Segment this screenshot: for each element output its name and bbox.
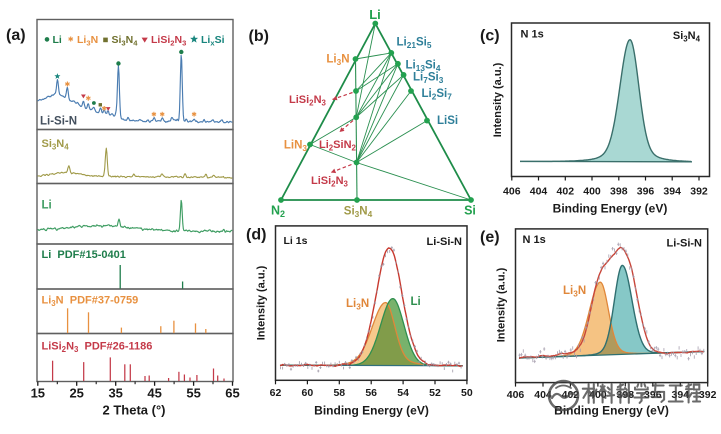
svg-text:Li PDF#15-0401: Li PDF#15-0401 (42, 249, 126, 261)
svg-text:Li-Si-N: Li-Si-N (667, 238, 702, 250)
svg-text:402: 402 (557, 186, 575, 198)
svg-text:Si3​N4​: Si3​N4​ (112, 34, 139, 48)
svg-text:35: 35 (108, 386, 122, 401)
svg-text:62: 62 (270, 387, 282, 399)
svg-text:406: 406 (503, 186, 521, 198)
svg-text:400: 400 (583, 186, 601, 198)
svg-text:55: 55 (186, 386, 200, 401)
svg-text:LiSi2​N3​: LiSi2​N3​ (151, 34, 186, 48)
svg-text:(a): (a) (6, 27, 26, 44)
svg-text:Li3​N: Li3​N (326, 54, 349, 68)
svg-text:Binding Energy (eV): Binding Energy (eV) (554, 404, 669, 418)
svg-text:(d): (d) (246, 227, 266, 244)
svg-text:LiSi2​N3​ PDF#26-1186: LiSi2​N3​ PDF#26-1186 (42, 341, 153, 355)
svg-text:Lix​Si: Lix​Si (201, 34, 225, 48)
svg-text:396: 396 (644, 389, 662, 401)
svg-text:Li13​Si4​: Li13​Si4​ (406, 60, 441, 74)
svg-text:Intensity (a.u.): Intensity (a.u.) (496, 267, 508, 342)
svg-text:Li21​Si5​: Li21​Si5​ (397, 37, 432, 51)
svg-text:45: 45 (147, 386, 161, 401)
svg-text:Li3​N PDF#37-0759: Li3​N PDF#37-0759 (42, 295, 139, 309)
svg-text:Li 1s: Li 1s (284, 235, 308, 247)
svg-text:392: 392 (690, 186, 708, 198)
svg-text:N 1s: N 1s (523, 234, 546, 246)
svg-text:56: 56 (365, 387, 377, 399)
svg-text:404: 404 (530, 186, 548, 198)
svg-text:398: 398 (610, 186, 628, 198)
svg-text:(c): (c) (480, 28, 500, 45)
svg-text:(b): (b) (249, 28, 269, 45)
svg-text:Si3​N4​: Si3​N4​ (42, 138, 70, 152)
svg-text:65: 65 (225, 386, 239, 401)
svg-text:396: 396 (637, 186, 655, 198)
svg-text:52: 52 (429, 387, 441, 399)
svg-text:394: 394 (663, 186, 681, 198)
svg-text:Li: Li (42, 200, 52, 212)
svg-text:60: 60 (302, 387, 314, 399)
svg-text:Intensity (a.u.): Intensity (a.u.) (256, 265, 268, 340)
svg-text:Li7​Si3​: Li7​Si3​ (413, 72, 444, 86)
svg-text:Li-Si-N: Li-Si-N (40, 116, 77, 128)
svg-text:Li3​N: Li3​N (563, 285, 586, 299)
svg-text:Li: Li (369, 7, 381, 22)
svg-text:Li3​N: Li3​N (346, 298, 369, 312)
svg-text:2 Theta (°): 2 Theta (°) (103, 403, 166, 418)
svg-text:LiSi: LiSi (437, 115, 458, 127)
svg-text:58: 58 (333, 387, 345, 399)
svg-text:N 1s: N 1s (521, 29, 544, 41)
svg-text:50: 50 (461, 387, 473, 399)
svg-text:Binding Energy (eV): Binding Energy (eV) (553, 202, 668, 216)
svg-text:LiSi2​N3​: LiSi2​N3​ (289, 94, 327, 108)
svg-text:LiN3​: LiN3​ (284, 140, 308, 154)
svg-text:404: 404 (534, 389, 552, 401)
svg-text:(e): (e) (480, 229, 500, 246)
svg-text:Li-Si-N: Li-Si-N (427, 236, 462, 248)
svg-text:Li: Li (411, 296, 421, 308)
svg-text:Si3​N4​: Si3​N4​ (673, 30, 701, 44)
svg-text:392: 392 (699, 389, 717, 401)
svg-text:N2​: N2​ (271, 204, 285, 220)
svg-text:LiSi2​N3​: LiSi2​N3​ (311, 175, 349, 189)
svg-text:15: 15 (31, 386, 45, 401)
svg-text:25: 25 (69, 386, 83, 401)
svg-text:Li2​SiN2​: Li2​SiN2​ (319, 139, 357, 153)
svg-text:Li3​N: Li3​N (77, 34, 98, 48)
svg-text:406: 406 (507, 389, 525, 401)
svg-text:Li2​Si7​: Li2​Si7​ (422, 88, 453, 102)
svg-text:Si3​N4​: Si3​N4​ (344, 206, 373, 220)
svg-text:Intensity (a.u.): Intensity (a.u.) (492, 62, 504, 137)
svg-text:Binding Energy (eV): Binding Energy (eV) (314, 404, 429, 418)
svg-text:Li: Li (53, 34, 62, 46)
svg-text:Si: Si (464, 204, 476, 218)
svg-text:54: 54 (397, 387, 409, 399)
